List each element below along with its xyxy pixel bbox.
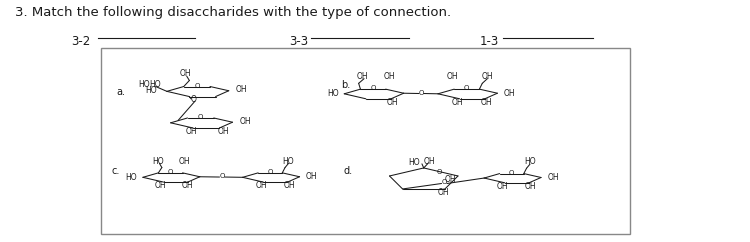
Text: d.: d. bbox=[344, 166, 352, 176]
Text: OH: OH bbox=[217, 127, 229, 136]
Text: c.: c. bbox=[111, 166, 119, 176]
Text: OH: OH bbox=[446, 72, 458, 82]
Text: b.: b. bbox=[341, 80, 350, 90]
Text: OH: OH bbox=[178, 157, 190, 166]
Text: OH: OH bbox=[256, 181, 268, 190]
Text: OH: OH bbox=[504, 89, 515, 98]
Text: a.: a. bbox=[116, 87, 125, 97]
Text: O: O bbox=[370, 85, 376, 91]
Text: O: O bbox=[419, 90, 424, 96]
Text: HO: HO bbox=[145, 86, 156, 95]
Text: O: O bbox=[168, 169, 173, 175]
Text: OH: OH bbox=[525, 182, 536, 191]
Text: O: O bbox=[198, 114, 203, 120]
Text: HO: HO bbox=[152, 157, 164, 166]
Text: HO: HO bbox=[283, 157, 294, 166]
Text: 1-3: 1-3 bbox=[480, 35, 500, 48]
Text: O: O bbox=[268, 169, 273, 175]
Text: OH: OH bbox=[481, 98, 493, 106]
Text: OH: OH bbox=[444, 175, 456, 184]
Text: OH: OH bbox=[356, 72, 368, 81]
Text: OH: OH bbox=[306, 172, 317, 181]
Text: OH: OH bbox=[180, 69, 191, 78]
Text: O: O bbox=[191, 95, 196, 105]
Bar bbox=[101, 48, 630, 234]
Text: OH: OH bbox=[387, 98, 399, 106]
Text: OH: OH bbox=[236, 85, 248, 94]
Text: HO: HO bbox=[327, 89, 339, 98]
Text: OH: OH bbox=[182, 181, 194, 190]
Text: OH: OH bbox=[496, 182, 508, 191]
Text: O: O bbox=[219, 173, 224, 179]
Text: HO: HO bbox=[149, 80, 161, 89]
Text: OH: OH bbox=[423, 157, 435, 166]
Text: 3-2: 3-2 bbox=[71, 35, 91, 48]
Text: OH: OH bbox=[383, 72, 395, 82]
Text: HO: HO bbox=[138, 80, 150, 89]
Text: O: O bbox=[464, 85, 470, 91]
Text: O: O bbox=[442, 179, 447, 185]
Text: HO: HO bbox=[125, 173, 136, 182]
Text: 3. Match the following disaccharides with the type of connection.: 3. Match the following disaccharides wit… bbox=[15, 6, 451, 19]
Text: O: O bbox=[194, 83, 200, 89]
Text: OH: OH bbox=[548, 173, 559, 182]
Text: OH: OH bbox=[239, 117, 250, 126]
Text: HO: HO bbox=[524, 157, 536, 166]
Text: 3-3: 3-3 bbox=[289, 35, 308, 48]
Text: OH: OH bbox=[154, 181, 166, 190]
Text: OH: OH bbox=[185, 127, 197, 136]
Text: OH: OH bbox=[452, 98, 464, 106]
Text: HO: HO bbox=[409, 158, 420, 167]
Text: O: O bbox=[436, 169, 442, 175]
Text: OH: OH bbox=[482, 72, 494, 81]
Text: OH: OH bbox=[437, 188, 449, 197]
Text: OH: OH bbox=[284, 181, 295, 190]
Text: O: O bbox=[509, 170, 515, 176]
